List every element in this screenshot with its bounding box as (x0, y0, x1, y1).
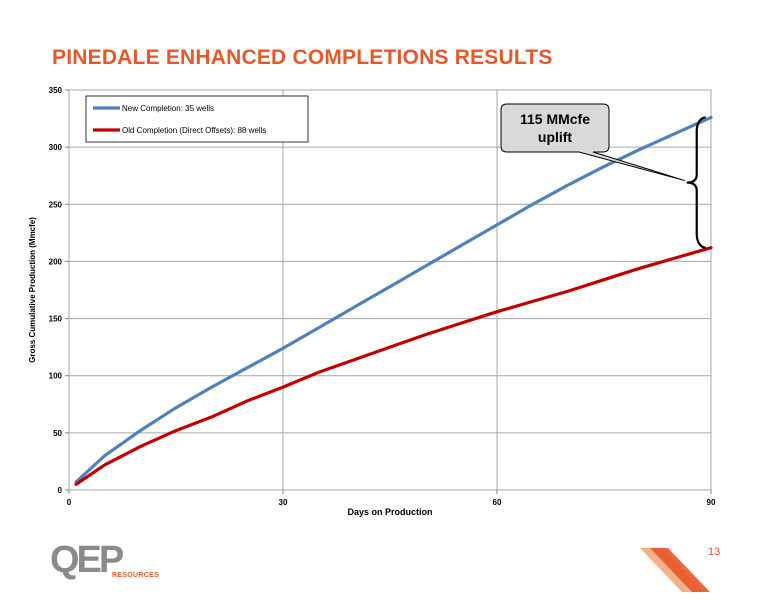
y-tick-label: 150 (49, 315, 63, 324)
plot-frame (68, 89, 712, 491)
corner-chevron-graphic (640, 548, 710, 592)
qep-logo: QEP RESOURCES (50, 540, 180, 586)
curly-brace (686, 116, 706, 249)
y-tick-label: 100 (49, 372, 63, 381)
series-line-old-completion (74, 246, 713, 486)
y-tick-label: 200 (49, 257, 63, 266)
y-tick-label: 50 (53, 429, 62, 438)
x-tick-label: 30 (279, 498, 288, 507)
x-tick-label: 0 (67, 498, 72, 507)
chart-axes: 0 50 100 150 200 250 300 350 0 30 60 90 (49, 86, 716, 507)
chart-legend: New Completion: 35 wells Old Completion (… (85, 95, 309, 143)
legend-box (85, 95, 309, 143)
chart-series (74, 115, 713, 486)
chart-annotation: 115 MMcfe uplift (500, 103, 706, 249)
chart-grid (68, 89, 712, 491)
legend-entry-label: New Completion: 35 wells (122, 104, 214, 113)
y-tick-label: 0 (58, 486, 63, 495)
callout-text-line2: uplift (538, 129, 573, 145)
y-tick-label: 350 (49, 86, 63, 95)
logo-subtitle: RESOURCES (112, 572, 160, 579)
x-tick-label: 90 (707, 498, 716, 507)
y-tick-label: 300 (49, 143, 63, 152)
y-axis-title: Gross Cumulative Production (Mmcfe) (28, 217, 37, 363)
uplift-callout (500, 103, 685, 182)
x-axis-title: Days on Production (347, 507, 432, 517)
y-tick-label: 250 (49, 200, 63, 209)
page-number: 13 (708, 546, 721, 558)
x-tick-label: 60 (493, 498, 502, 507)
logo-letters: QEP (50, 539, 124, 581)
slide-title: PINEDALE ENHANCED COMPLETIONS RESULTS (52, 46, 553, 69)
series-line-new-completion (74, 115, 713, 484)
callout-text-line1: 115 MMcfe (520, 111, 590, 127)
legend-entry-label: Old Completion (Direct Offsets): 88 well… (122, 126, 266, 135)
